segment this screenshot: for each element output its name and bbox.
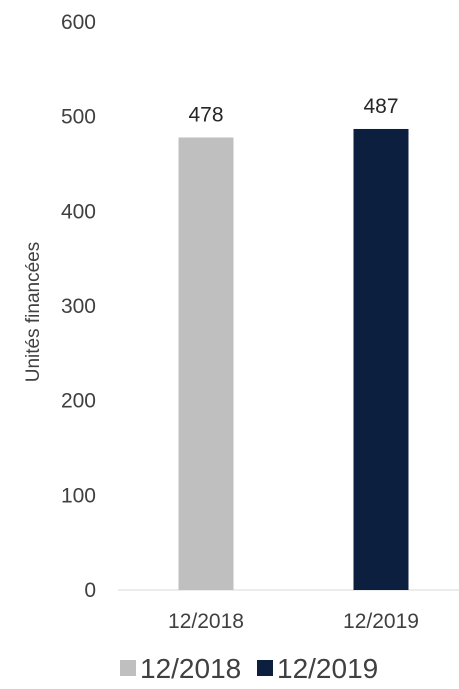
y-tick-label: 300 xyxy=(61,295,96,318)
data-labels-group: 478 487 xyxy=(188,95,398,127)
bar-12-2018 xyxy=(178,137,234,590)
bar-12-2019 xyxy=(353,128,409,590)
y-axis-ticks: 0 100 200 300 400 500 600 xyxy=(61,11,96,602)
bars-group xyxy=(178,128,409,590)
legend-label: 12/2018 xyxy=(140,653,241,684)
y-tick-label: 100 xyxy=(61,484,96,507)
x-axis-ticks: 12/2018 12/2019 xyxy=(168,610,419,633)
data-label: 478 xyxy=(188,103,223,126)
y-tick-label: 600 xyxy=(61,11,96,34)
y-tick-label: 400 xyxy=(61,200,96,223)
y-tick-label: 0 xyxy=(84,579,96,602)
y-tick-label: 500 xyxy=(61,106,96,129)
x-tick-label: 12/2018 xyxy=(168,610,244,633)
legend: 12/2018 12/2019 xyxy=(120,653,378,684)
legend-label: 12/2019 xyxy=(277,653,378,684)
y-axis-title: Unités financées xyxy=(23,242,44,382)
x-tick-label: 12/2019 xyxy=(343,610,419,633)
data-label: 487 xyxy=(363,95,398,118)
y-tick-label: 200 xyxy=(61,390,96,413)
legend-swatch xyxy=(120,660,136,676)
legend-swatch xyxy=(257,660,273,676)
